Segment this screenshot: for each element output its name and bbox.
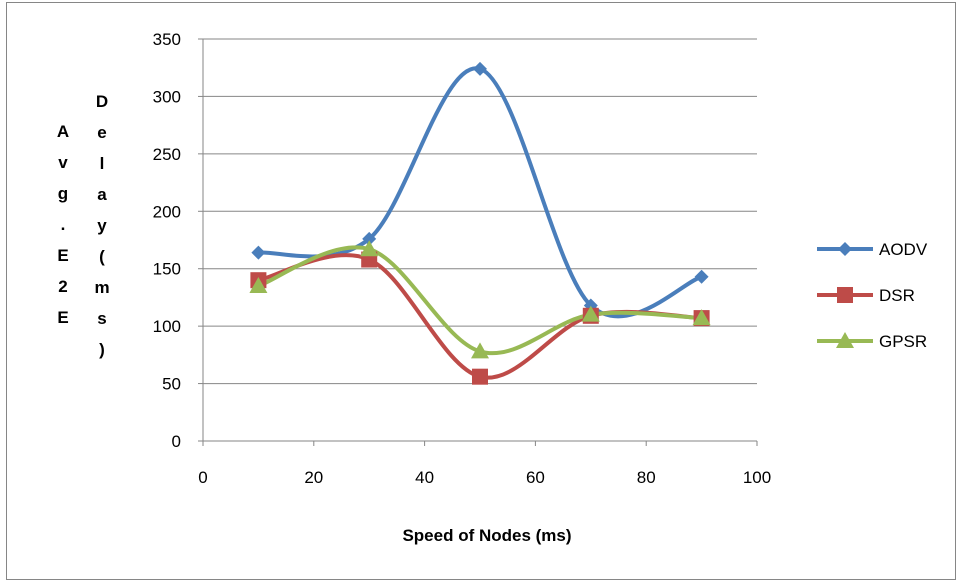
data-point-gpsr-50 — [471, 342, 489, 359]
y-tick-label-150: 150 — [153, 260, 181, 279]
chart-frame: 0 50 100 150 200 250 300 350 0 20 40 60 80 100 AODV DS… — [6, 2, 956, 580]
legend-label-gpsr: GPSR — [879, 332, 927, 351]
y-tick-label-250: 250 — [153, 145, 181, 164]
tick-labels: 0 50 100 150 200 250 300 350 0 20 40 60 80 100 — [153, 30, 772, 487]
y-title-left-char-4: E — [57, 246, 68, 265]
y-title-left-char-0: A — [57, 122, 69, 141]
y-title-right-char-6: m — [94, 278, 109, 297]
y-title-left-char-3: . — [61, 215, 66, 234]
series-line-dsr — [257, 253, 702, 380]
axes — [198, 38, 758, 446]
y-title-right-char-1: e — [97, 123, 106, 142]
x-axis-title: Speed of Nodes (ms) — [402, 526, 571, 545]
y-tick-label-300: 300 — [153, 87, 181, 106]
data-point-aodv-90 — [694, 269, 709, 284]
x-tick-label-40: 40 — [415, 468, 434, 487]
data-point-gpsr-30 — [360, 240, 379, 257]
gridlines — [203, 38, 757, 385]
y-tick-label-0: 0 — [172, 432, 181, 451]
legend-marker-gpsr — [836, 332, 854, 348]
y-title-right-char-8: ) — [99, 340, 105, 359]
y-title-left-char-1: v — [58, 153, 68, 172]
x-tick-label-80: 80 — [637, 468, 656, 487]
x-tick-label-100: 100 — [743, 468, 771, 487]
x-tick-label-60: 60 — [526, 468, 545, 487]
y-title-left-char-5: 2 — [58, 277, 67, 296]
legend: AODV DSR GPSR — [817, 240, 928, 351]
data-point-gpsr-10 — [249, 276, 268, 293]
legend-label-dsr: DSR — [879, 286, 915, 305]
y-tick-label-50: 50 — [162, 375, 181, 394]
y-title-right-char-3: a — [97, 185, 107, 204]
data-point-aodv-30 — [362, 231, 377, 246]
legend-label-aodv: AODV — [879, 240, 928, 259]
series-lines — [257, 66, 703, 380]
y-title-right-char-2: l — [100, 154, 105, 173]
x-tick-label-20: 20 — [304, 468, 323, 487]
y-tick-label-200: 200 — [153, 202, 181, 221]
y-title-left-char-2: g — [58, 184, 68, 203]
legend-marker-aodv — [838, 242, 852, 256]
y-title-right-char-7: s — [97, 309, 106, 328]
data-point-aodv-10 — [251, 245, 266, 260]
y-title-left-char-6: E — [57, 308, 68, 327]
y-title-right-char-5: ( — [99, 247, 105, 266]
series-line-gpsr — [257, 245, 702, 356]
y-tick-label-350: 350 — [153, 30, 181, 49]
y-title-right-char-4: y — [97, 216, 107, 235]
legend-marker-dsr — [837, 287, 853, 303]
y-title-right-char-0: D — [96, 92, 108, 111]
series-markers — [249, 61, 711, 385]
y-tick-label-100: 100 — [153, 317, 181, 336]
data-point-gpsr-90 — [692, 309, 711, 326]
data-point-gpsr-70 — [581, 305, 600, 322]
series-line-aodv — [258, 66, 703, 319]
x-tick-label-0: 0 — [198, 468, 207, 487]
data-point-dsr-50 — [472, 368, 488, 385]
y-axis-title-part-1: Avg. E 2 E — [57, 122, 69, 327]
